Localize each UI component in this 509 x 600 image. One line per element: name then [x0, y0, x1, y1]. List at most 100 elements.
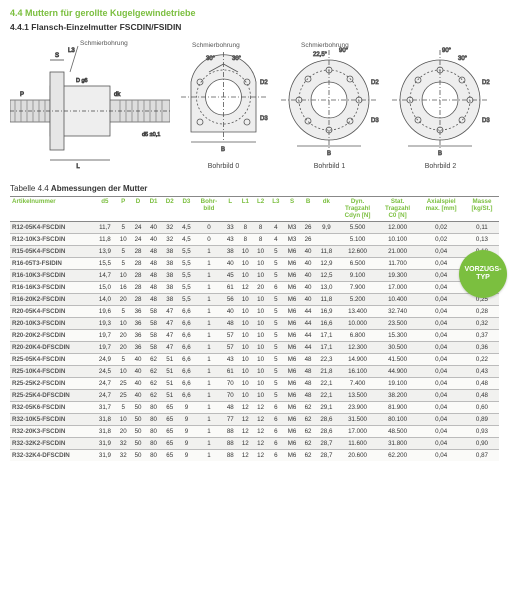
label-schmier-1: Schmierbohrung	[301, 42, 349, 49]
table-cell: 8	[238, 222, 253, 234]
table-cell: 1	[195, 450, 223, 462]
table-cell: 11,8	[94, 234, 116, 246]
table-cell: 20	[116, 426, 131, 438]
table-cell: 1	[195, 390, 223, 402]
table-cell: 10	[253, 270, 268, 282]
col-header: dk	[315, 197, 337, 222]
table-cell: 80	[145, 414, 161, 426]
table-cell: 48	[145, 258, 161, 270]
table-row: R25-25K2-FSCDIN24,7254062516,617010105M6…	[10, 378, 499, 390]
table-cell: 70	[223, 390, 238, 402]
table-cell: 17,1	[315, 342, 337, 354]
section-heading: 4.4 Muttern für gerollte Kugelgewindetri…	[10, 8, 499, 18]
table-cell: 62	[301, 402, 316, 414]
table-cell: 1	[195, 402, 223, 414]
table-cell: R20-10K3-FSCDIN	[10, 318, 94, 330]
table-cell: 44	[301, 306, 316, 318]
table-cell: 40	[131, 378, 146, 390]
table-row: R20-05K4-FSCDIN19,653658476,614010105M64…	[10, 306, 499, 318]
table-cell: 40	[131, 354, 146, 366]
table-cell: 45	[223, 270, 238, 282]
table-cell: 24	[131, 234, 146, 246]
svg-text:D3: D3	[260, 116, 268, 122]
table-cell: 1	[195, 366, 223, 378]
table-cell: 5	[268, 378, 283, 390]
table-cell: 10	[253, 378, 268, 390]
table-cell: 10	[116, 270, 131, 282]
table-cell: 5	[268, 306, 283, 318]
table-cell: 0,48	[465, 378, 499, 390]
table-cell: 6,6	[178, 354, 195, 366]
table-cell: 0,43	[465, 366, 499, 378]
table-cell: 5	[116, 222, 131, 234]
table-cell: 1	[195, 354, 223, 366]
svg-text:D3: D3	[482, 118, 490, 124]
table-cell: 16	[116, 282, 131, 294]
table-cell: 25	[116, 390, 131, 402]
table-cell: 12	[253, 438, 268, 450]
table-cell: 9	[178, 450, 195, 462]
table-cell: 19,6	[94, 306, 116, 318]
table-cell: 14,0	[94, 294, 116, 306]
table-cell: 10	[116, 318, 131, 330]
table-cell: 40	[131, 390, 146, 402]
vorzugstyp-badge: VORZUGS- TYP	[459, 250, 507, 298]
col-header: P	[116, 197, 131, 222]
diagram-row: Schmierbohrung	[10, 40, 499, 170]
table-cell: 21,8	[315, 366, 337, 378]
table-cell: 33	[223, 222, 238, 234]
table-cell: R32-32K2-FSCDIN	[10, 438, 94, 450]
table-cell: 24,9	[94, 354, 116, 366]
table-cell: 0,04	[417, 366, 465, 378]
table-cell: 0,11	[465, 222, 499, 234]
badge-line1: VORZUGS-	[465, 266, 502, 274]
table-cell: 8	[253, 234, 268, 246]
table-cell: 5	[116, 354, 131, 366]
table-cell: 26	[301, 234, 316, 246]
table-cell: 28	[131, 246, 146, 258]
table-cell: 48	[145, 270, 161, 282]
table-cell: 5.200	[337, 294, 378, 306]
table-cell: 10	[238, 390, 253, 402]
table-cell: 65	[162, 402, 178, 414]
table-cell: 5,5	[178, 294, 195, 306]
table-cell: 12	[238, 414, 253, 426]
table-cell: 31.500	[337, 414, 378, 426]
table-cell: 31,8	[94, 414, 116, 426]
table-cell: 38.200	[378, 390, 418, 402]
table-cell: 0,04	[417, 414, 465, 426]
table-cell: 0,04	[417, 450, 465, 462]
table-cell: 36	[131, 330, 146, 342]
table-cell: 10	[253, 330, 268, 342]
table-cell: 50	[131, 414, 146, 426]
svg-text:S: S	[55, 53, 59, 59]
table-cell: 1	[195, 294, 223, 306]
table-cell: R25-05K4-FSCDIN	[10, 354, 94, 366]
svg-text:D2: D2	[482, 80, 490, 86]
table-cell: 10.400	[378, 294, 418, 306]
table-cell: 10	[238, 306, 253, 318]
table-cell: M6	[284, 306, 301, 318]
table-cell: 1	[195, 342, 223, 354]
svg-text:P: P	[20, 92, 24, 98]
table-cell: 31,8	[94, 426, 116, 438]
table-cell: 0,04	[417, 246, 465, 258]
table-cell: 9	[178, 438, 195, 450]
table-cell: 6,6	[178, 330, 195, 342]
table-cell: 0,60	[465, 402, 499, 414]
table-cell: 12	[238, 438, 253, 450]
table-cell: 5	[116, 306, 131, 318]
table-row: R20-20K4-DFSCDIN19,7203658476,615710105M…	[10, 342, 499, 354]
table-cell: 0,04	[417, 282, 465, 294]
table-cell: 0,48	[465, 390, 499, 402]
badge-line2: TYP	[476, 274, 490, 282]
table-cell: 12	[238, 426, 253, 438]
table-cell: 88	[223, 426, 238, 438]
table-cell: 0,13	[465, 234, 499, 246]
table-caption-prefix: Tabelle 4.4	[10, 184, 51, 193]
table-cell: 1	[195, 258, 223, 270]
table-cell: 51	[162, 378, 178, 390]
table-cell: M6	[284, 402, 301, 414]
table-cell: 77	[223, 414, 238, 426]
table-cell: 5	[268, 318, 283, 330]
